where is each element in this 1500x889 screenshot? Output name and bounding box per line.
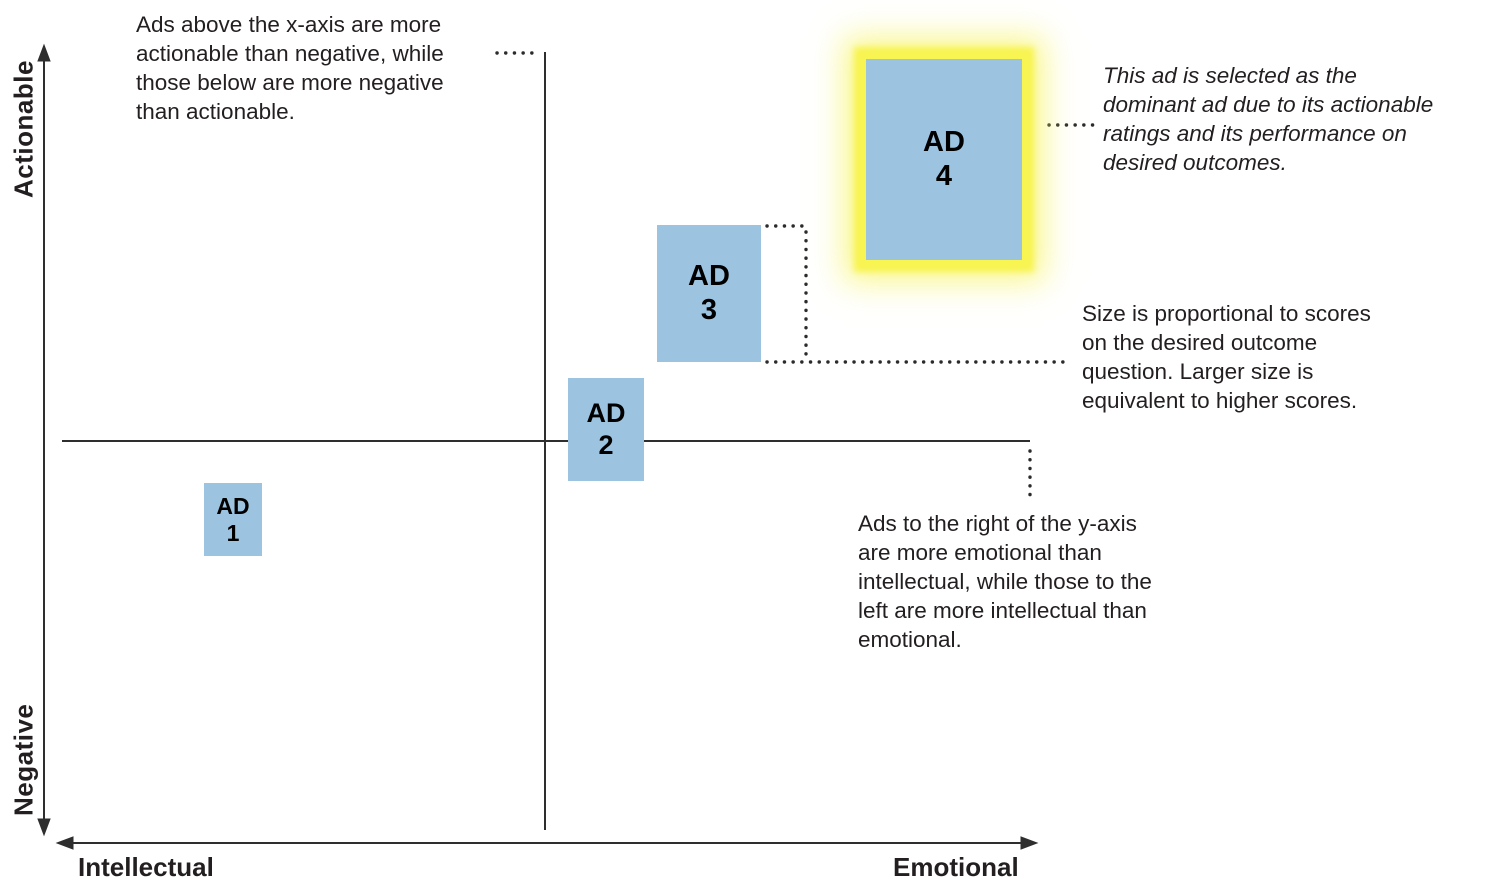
annotation-dominant-ad: This ad is selected as the dominant ad d… [1103, 63, 1434, 175]
annotation-size-note: Size is proportional to scores on the de… [1082, 301, 1371, 413]
ad-2-number: 2 [598, 429, 614, 460]
ad-3-number: 3 [700, 293, 718, 326]
annotation-right-of-y-axis: Ads to the right of the y-axis are more … [858, 511, 1152, 652]
ad-1-label: AD [216, 493, 250, 520]
annotation-above-x-axis: Ads above the x-axis are more actionable… [136, 12, 444, 124]
x-axis-right-label: Emotional [893, 852, 1019, 882]
ad-2-box: AD 2 [568, 378, 644, 481]
ad-3-box: AD 3 [657, 225, 761, 362]
y-axis-top-label: Actionable [8, 60, 39, 198]
y-axis-bottom-label: Negative [8, 703, 39, 817]
ad-4-box-selected: AD 4 [866, 59, 1022, 260]
ad-1-number: 1 [226, 519, 240, 546]
ad-3-label: AD [688, 260, 730, 293]
x-axis-left-label: Intellectual [78, 852, 214, 882]
intellectual-emotional-arrow [55, 836, 1039, 850]
ad-4-number: 4 [935, 159, 953, 192]
ad-4-label: AD [923, 126, 965, 159]
ad-2-label: AD [586, 398, 626, 429]
ad-1-box: AD 1 [204, 483, 262, 556]
